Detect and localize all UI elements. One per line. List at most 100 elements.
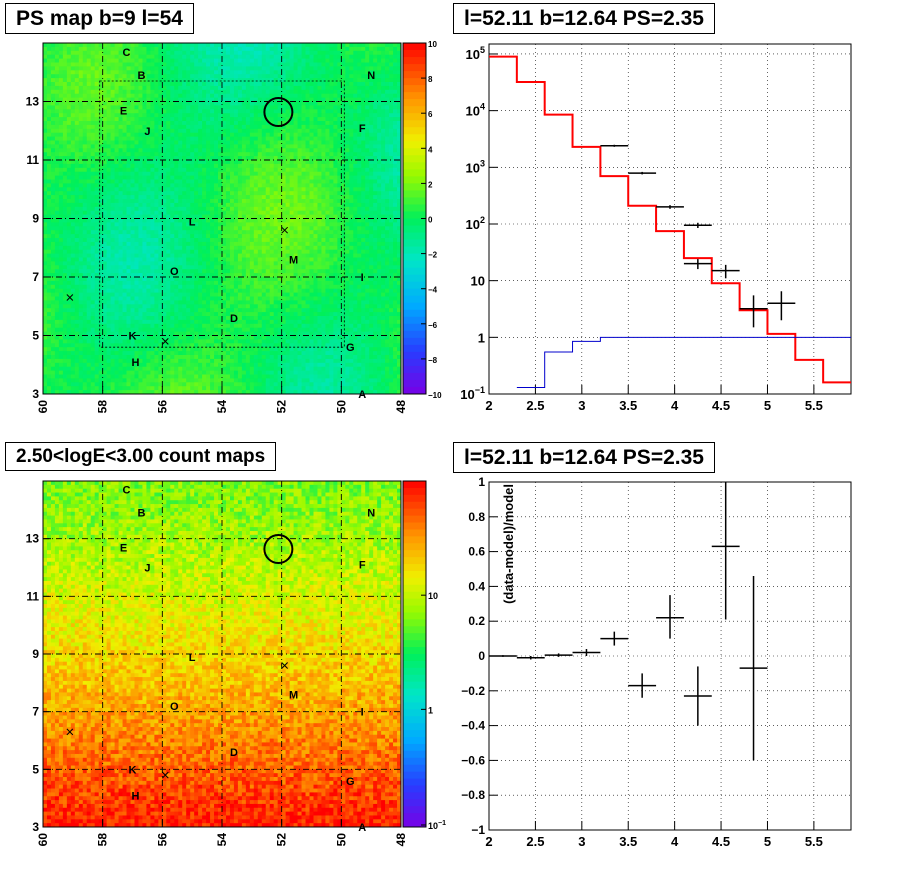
heatmap-cell: [70, 183, 76, 188]
heatmap-cell: [54, 89, 60, 95]
heatmap-cell: [198, 206, 203, 212]
heatmap-cell: [229, 132, 235, 137]
heatmap-cell: [43, 343, 48, 348]
heatmap-cell: [106, 93, 112, 98]
heatmap-cell: [198, 43, 203, 48]
heatmap-cell: [237, 269, 243, 274]
heatmap-cell: [130, 323, 135, 329]
heatmap-cell: [98, 300, 104, 305]
heatmap-cell: [126, 85, 131, 91]
heatmap-cell: [78, 93, 84, 98]
heatmap-cell: [82, 280, 88, 286]
heatmap-cell: [241, 163, 247, 169]
heatmap-cell: [194, 374, 199, 379]
heatmap-cell: [94, 43, 100, 48]
heatmap-cell: [222, 82, 227, 87]
heatmap-cell: [43, 199, 48, 204]
heatmap-cell: [43, 152, 48, 157]
heatmap-cell: [198, 241, 203, 247]
heatmap-cell: [186, 50, 191, 56]
heatmap-cell: [178, 277, 183, 282]
heatmap-cell: [126, 288, 131, 293]
heatmap-cell: [214, 132, 219, 137]
heatmap-cell: [134, 50, 139, 56]
heatmap-cell: [142, 308, 147, 313]
heatmap-cell: [245, 323, 251, 329]
heatmap-cell: [190, 66, 195, 71]
heatmap-cells: [43, 43, 402, 395]
heatmap-cell: [114, 316, 119, 321]
heatmap-cell: [130, 46, 135, 52]
heatmap-cell: [126, 121, 131, 126]
heatmap-cell: [222, 148, 227, 153]
heatmap-cell: [82, 70, 88, 75]
heatmap-cell: [43, 187, 48, 192]
heatmap-cell: [50, 378, 56, 383]
heatmap-cell: [66, 234, 72, 239]
heatmap-cell: [162, 97, 167, 102]
heatmap-cell: [82, 183, 88, 188]
heatmap-cell: [110, 136, 115, 141]
heatmap-cell: [249, 93, 255, 98]
heatmap-cell: [222, 121, 227, 126]
heatmap-cell: [118, 362, 123, 368]
heatmap-cell: [106, 218, 112, 223]
heatmap-cell: [138, 152, 143, 157]
heatmap-cell: [114, 319, 119, 325]
heatmap-cell: [166, 284, 171, 290]
heatmap-cell: [130, 265, 135, 270]
heatmap-cell: [58, 304, 64, 309]
heatmap-cell: [222, 66, 227, 71]
heatmap-cell: [50, 327, 56, 332]
heatmap-cell: [190, 62, 195, 67]
heatmap-cell: [222, 273, 227, 278]
heatmap-cell: [158, 366, 163, 371]
heatmap-cell: [210, 261, 215, 266]
heatmap-cell: [126, 124, 131, 130]
heatmap-cell: [225, 374, 231, 379]
heatmap-cell: [134, 46, 139, 52]
heatmap-cell: [241, 117, 247, 122]
heatmap-cell: [202, 316, 207, 321]
heatmap-cell: [150, 50, 155, 56]
heatmap-cell: [241, 128, 247, 134]
heatmap-cell: [62, 312, 68, 317]
heatmap-cell: [218, 140, 223, 145]
heatmap-cell: [74, 358, 80, 364]
heatmap-cell: [98, 187, 104, 192]
heatmap-cell: [225, 171, 231, 176]
heatmap-cell: [46, 280, 52, 286]
heatmap-cell: [102, 97, 108, 102]
heatmap-cell: [50, 339, 56, 344]
heatmap-cell: [225, 187, 231, 192]
heatmap-cell: [122, 339, 127, 344]
heatmap-cell: [90, 152, 96, 157]
heatmap-cell: [182, 343, 187, 348]
heatmap-cell: [229, 218, 235, 223]
heatmap-cell: [90, 82, 96, 87]
heatmap-cell: [138, 136, 143, 141]
heatmap-cell: [138, 261, 143, 266]
heatmap-cell: [106, 300, 112, 305]
heatmap-cell: [150, 296, 155, 301]
heatmap-cell: [237, 386, 243, 391]
heatmap-cell: [178, 234, 183, 239]
heatmap-cell: [190, 187, 195, 192]
heatmap-cell: [134, 335, 139, 340]
heatmap-cell: [78, 167, 84, 173]
heatmap-cell: [170, 226, 175, 231]
heatmap-cell: [170, 386, 175, 391]
heatmap-cell: [86, 261, 92, 266]
heatmap-cell: [229, 257, 235, 262]
heatmap-cell: [257, 335, 263, 340]
heatmap-cell: [202, 238, 207, 243]
heatmap-cell: [190, 308, 195, 313]
heatmap-cell: [102, 296, 108, 301]
heatmap-cell: [134, 58, 139, 63]
heatmap-cell: [222, 109, 227, 114]
heatmap-cell: [202, 183, 207, 188]
heatmap-cell: [241, 296, 247, 301]
heatmap-cell: [122, 269, 127, 274]
heatmap-cell: [170, 66, 175, 71]
heatmap-cell: [229, 89, 235, 95]
